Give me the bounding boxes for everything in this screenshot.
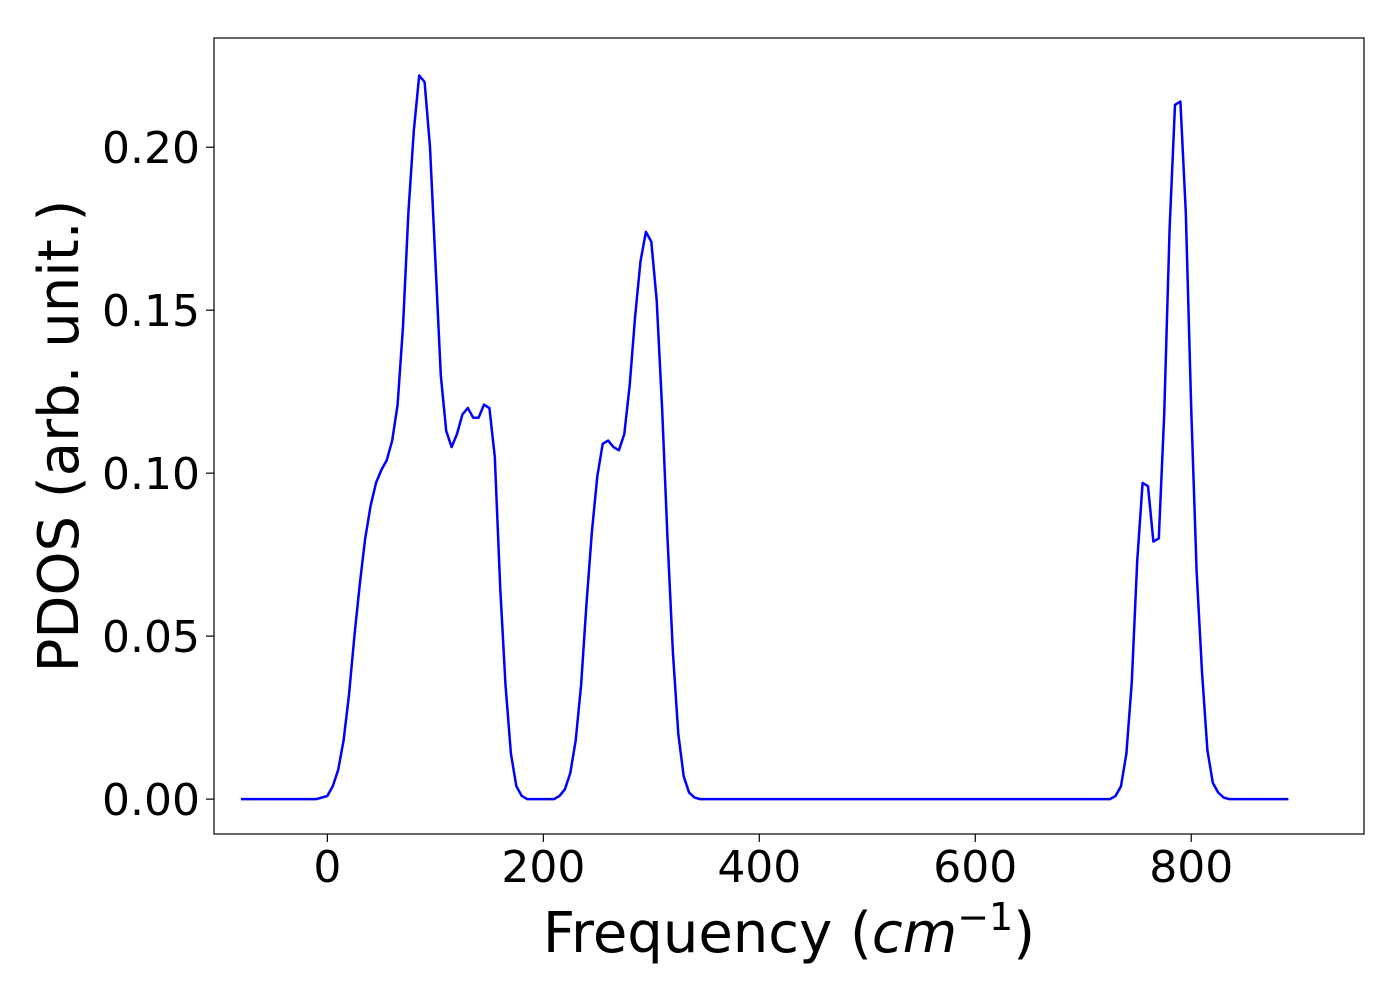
- x-axis-title-text: Frequency: [543, 901, 832, 966]
- series-layer: [241, 74, 1289, 801]
- x-tick-label: 600: [933, 842, 1017, 893]
- y-tick-label: 0.00: [102, 775, 200, 826]
- pdos-series-line: [241, 74, 1289, 801]
- y-tick-label: 0.10: [102, 449, 200, 500]
- x-tick-label: 800: [1149, 842, 1233, 893]
- y-tick-label: 0.20: [102, 123, 200, 174]
- x-axis-title-unit-exponent: −1: [957, 895, 1013, 939]
- plot-frame: [213, 37, 1365, 835]
- x-tick-label: 400: [717, 842, 801, 893]
- plot-area: 0 200 400 600 800 0.00 0.05 0.10 0.15 0.20: [102, 37, 1365, 893]
- x-tick-label: 200: [501, 842, 585, 893]
- x-tick-label: 0: [313, 842, 341, 893]
- x-axis-title-unit: cm: [872, 901, 957, 966]
- x-axis-title: Frequency (cm−1): [543, 895, 1035, 966]
- y-tick-label: 0.05: [102, 612, 200, 663]
- y-tick-label: 0.15: [102, 286, 200, 337]
- x-axis-title-open-paren: (: [832, 901, 872, 966]
- x-axis-ticks: 0 200 400 600 800: [313, 834, 1233, 893]
- x-axis-title-close-paren: ): [1013, 901, 1035, 966]
- y-axis-ticks: 0.00 0.05 0.10 0.15 0.20: [102, 123, 214, 826]
- y-axis-title: PDOS (arb. unit.): [27, 200, 92, 673]
